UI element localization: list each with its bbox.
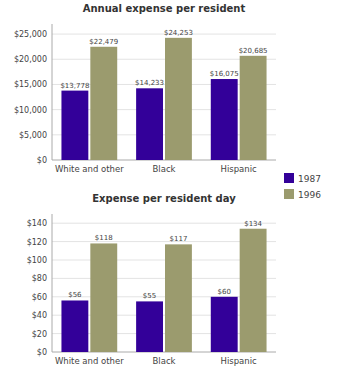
bar [90,47,117,160]
grid-line [52,223,276,224]
bar [165,244,192,352]
y-axis-line [52,24,53,160]
panel: Expense per resident day $0 $20 $40 $60 $80 $1… [27,193,276,366]
tick-label: $60 [32,293,47,302]
panel: Annual expense per resident $0 $5,000 $10,0… [14,3,276,174]
data-label: $20,685 [239,47,268,55]
legend: 1987 1996 [284,173,321,200]
category-label: Black [153,356,176,366]
data-label: $118 [95,234,113,242]
tick-label: $0 [37,156,47,165]
data-label: $55 [143,292,156,300]
category-label: White and other [55,356,124,366]
tick-label: $0 [37,348,47,357]
legend-swatch [284,189,294,199]
tick-label: $5,000 [19,131,47,140]
bars [61,38,266,160]
bar [136,88,163,160]
bars [61,229,266,352]
tick-label: $20,000 [14,55,47,64]
title: Expense per resident day [92,193,236,204]
data-label: $117 [170,235,188,243]
category-label: White and other [55,164,124,174]
bar [61,91,88,160]
data-label: $56 [68,291,82,299]
bar [211,79,238,160]
bar [240,229,267,352]
data-label: $24,253 [164,29,193,37]
tick-label: $120 [27,238,47,247]
bar [240,56,267,160]
chart-svg: Annual expense per resident $0 $5,000 $10,0… [0,0,344,391]
data-label: $22,479 [89,38,118,46]
category-label: Hispanic [221,164,258,174]
bar [211,297,238,352]
data-label: $13,778 [60,82,89,90]
data-label: $14,233 [135,79,164,87]
tick-label: $25,000 [14,30,47,39]
title: Annual expense per resident [83,3,246,14]
tick-label: $100 [27,256,47,265]
tick-label: $40 [32,311,47,320]
bar [61,300,88,352]
tick-label: $20 [32,330,47,339]
bar [136,301,163,352]
data-label: $60 [218,288,231,296]
category-label: Black [153,164,176,174]
legend-label: 1987 [298,174,321,184]
legend-label: 1996 [298,190,321,200]
data-label: $134 [244,220,262,228]
tick-label: $140 [27,219,47,228]
category-label: Hispanic [221,356,258,366]
y-axis-line [52,214,53,352]
data-label: $16,075 [210,70,239,78]
tick-label: $15,000 [14,80,47,89]
bar [90,243,117,352]
tick-label: $80 [32,274,47,283]
legend-swatch [284,173,294,183]
bar [165,38,192,160]
tick-label: $10,000 [14,106,47,115]
